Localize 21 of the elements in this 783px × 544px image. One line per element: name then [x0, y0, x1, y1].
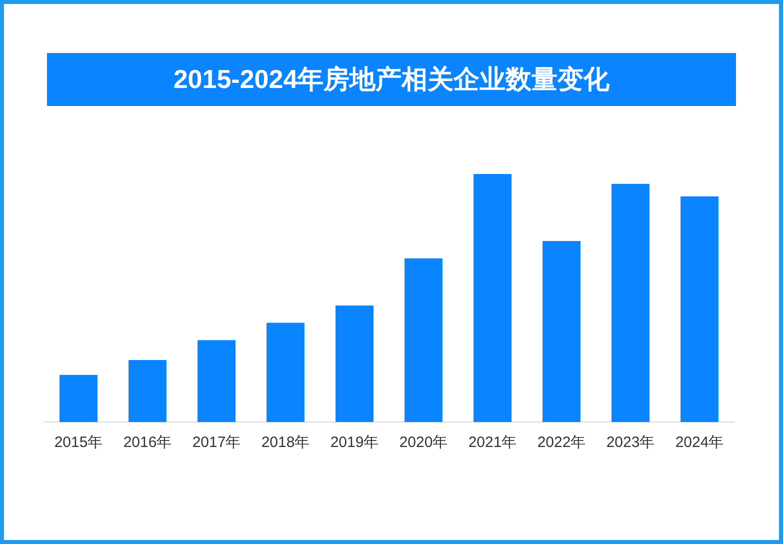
bar	[612, 184, 650, 422]
x-tick-label: 2020年	[399, 434, 448, 452]
bar	[336, 305, 374, 422]
x-tick-label: 2021年	[468, 434, 517, 452]
bar	[474, 174, 512, 422]
chart-title: 2015-2024年房地产相关企业数量变化	[47, 53, 736, 106]
bar	[542, 240, 580, 422]
bar	[198, 340, 236, 422]
bar	[404, 258, 442, 422]
x-tick-label: 2016年	[123, 434, 172, 452]
x-tick-label: 2019年	[330, 434, 379, 452]
bar	[680, 196, 718, 422]
x-tick-label: 2024年	[675, 434, 724, 452]
bar	[266, 322, 304, 422]
bar	[60, 374, 98, 422]
x-tick-label: 2022年	[537, 434, 586, 452]
x-tick-label: 2023年	[606, 434, 655, 452]
x-tick-label: 2015年	[54, 434, 103, 452]
x-tick-label: 2018年	[261, 434, 310, 452]
bar	[128, 360, 166, 422]
x-tick-label: 2017年	[192, 434, 241, 452]
